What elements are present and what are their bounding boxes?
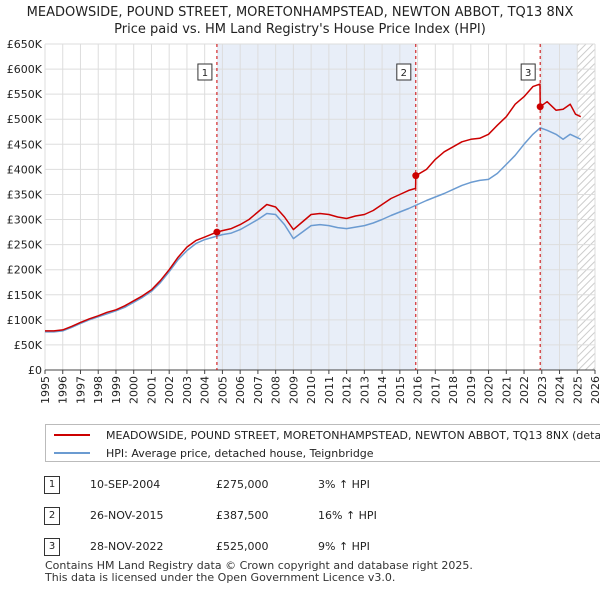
x-tick-label: 1996 bbox=[57, 376, 70, 404]
hpi-line bbox=[45, 127, 582, 333]
legend-item-property: MEADOWSIDE, POUND STREET, MORETONHAMPSTE… bbox=[54, 427, 600, 443]
x-tick-label: 2021 bbox=[500, 376, 513, 404]
x-tick-label: 2008 bbox=[270, 376, 283, 404]
forecast-hatch bbox=[577, 44, 595, 370]
legend-label-hpi: HPI: Average price, detached house, Teig… bbox=[106, 446, 374, 460]
x-tick-label: 2010 bbox=[305, 376, 318, 404]
x-tick-label: 1999 bbox=[110, 376, 123, 404]
transaction-hpi-change: 16% ↑ HPI bbox=[318, 509, 377, 522]
x-tick-label: 1997 bbox=[74, 376, 87, 404]
x-tick-label: 2024 bbox=[554, 376, 567, 404]
x-tick-label: 2023 bbox=[536, 376, 549, 404]
x-tick-label: 2009 bbox=[287, 376, 300, 404]
y-tick-label: £250K bbox=[7, 239, 43, 252]
x-tick-label: 2004 bbox=[199, 376, 212, 404]
y-tick-label: £500K bbox=[7, 113, 43, 126]
x-tick-label: 2017 bbox=[429, 376, 442, 404]
sale-label-number: 1 bbox=[202, 68, 208, 79]
x-tick-label: 2015 bbox=[394, 376, 407, 404]
x-tick-label: 2011 bbox=[323, 376, 336, 404]
x-tick-label: 2005 bbox=[216, 376, 229, 404]
x-tick-label: 2016 bbox=[412, 376, 425, 404]
x-tick-label: 2007 bbox=[252, 376, 265, 404]
sale-label-number: 3 bbox=[525, 68, 531, 79]
x-tick-label: 2006 bbox=[234, 376, 247, 404]
x-tick-label: 2001 bbox=[145, 376, 158, 404]
transaction-row: 2 26-NOV-2015 £387,500 16% ↑ HPI bbox=[40, 507, 540, 527]
footer-attribution: Contains HM Land Registry data © Crown c… bbox=[45, 560, 473, 584]
chart-title-line2: Price paid vs. HM Land Registry's House … bbox=[114, 22, 486, 37]
x-tick-label: 2025 bbox=[571, 376, 584, 404]
x-tick-label: 1998 bbox=[92, 376, 105, 404]
chart-legend: MEADOWSIDE, POUND STREET, MORETONHAMPSTE… bbox=[45, 424, 600, 462]
x-tick-label: 2012 bbox=[341, 376, 354, 404]
footer-line-2: This data is licensed under the Open Gov… bbox=[45, 571, 396, 584]
y-tick-label: £200K bbox=[7, 264, 43, 277]
transaction-hpi-change: 9% ↑ HPI bbox=[318, 540, 370, 553]
y-tick-label: £550K bbox=[7, 88, 43, 101]
x-tick-label: 2019 bbox=[465, 376, 478, 404]
property-price-line bbox=[45, 83, 582, 332]
x-tick-label: 2026 bbox=[589, 376, 600, 404]
transaction-number-badge: 1 bbox=[44, 476, 60, 494]
transaction-date: 28-NOV-2022 bbox=[90, 540, 164, 553]
y-tick-label: £300K bbox=[7, 214, 43, 227]
price-chart: £0 £50K £100K £150K £200K £250K £300K £350K £400… bbox=[7, 38, 600, 404]
y-tick-label: £450K bbox=[7, 138, 43, 151]
y-tick-label: £650K bbox=[7, 38, 43, 51]
transaction-date: 10-SEP-2004 bbox=[90, 478, 161, 491]
x-tick-label: 2020 bbox=[483, 376, 496, 404]
transaction-date: 26-NOV-2015 bbox=[90, 509, 164, 522]
sale-point bbox=[536, 103, 544, 111]
transaction-price: £387,500 bbox=[216, 509, 269, 522]
transaction-row: 1 10-SEP-2004 £275,000 3% ↑ HPI bbox=[40, 476, 540, 496]
sale-point bbox=[412, 172, 420, 180]
legend-label-property: MEADOWSIDE, POUND STREET, MORETONHAMPSTE… bbox=[106, 428, 600, 442]
transaction-price: £525,000 bbox=[216, 540, 269, 553]
x-tick-label: 2000 bbox=[128, 376, 141, 404]
transaction-hpi-change: 3% ↑ HPI bbox=[318, 478, 370, 491]
sale-label-number: 2 bbox=[401, 68, 407, 79]
transaction-number-badge: 2 bbox=[44, 507, 60, 525]
y-tick-label: £350K bbox=[7, 188, 43, 201]
footer-line-1: Contains HM Land Registry data © Crown c… bbox=[45, 559, 473, 572]
y-tick-label: £150K bbox=[7, 289, 43, 302]
chart-title-line1: MEADOWSIDE, POUND STREET, MORETONHAMPSTE… bbox=[26, 5, 574, 20]
ownership-band bbox=[216, 44, 416, 370]
sale-label-box bbox=[520, 63, 536, 81]
x-tick-label: 1995 bbox=[39, 376, 52, 404]
legend-swatch-property bbox=[54, 434, 90, 436]
transaction-price: £275,000 bbox=[216, 478, 269, 491]
x-tick-label: 2003 bbox=[181, 376, 194, 404]
y-tick-label: £600K bbox=[7, 63, 43, 76]
x-tick-label: 2002 bbox=[163, 376, 176, 404]
x-tick-label: 2013 bbox=[358, 376, 371, 404]
y-tick-label: £400K bbox=[7, 163, 43, 176]
x-tick-label: 2018 bbox=[447, 376, 460, 404]
legend-swatch-hpi bbox=[54, 452, 90, 454]
y-tick-label: £0 bbox=[28, 364, 42, 377]
x-tick-label: 2014 bbox=[376, 376, 389, 404]
sale-point bbox=[213, 228, 221, 236]
sale-label-box bbox=[197, 63, 213, 81]
legend-item-hpi: HPI: Average price, detached house, Teig… bbox=[54, 445, 374, 461]
x-tick-label: 2022 bbox=[518, 376, 531, 404]
transaction-number-badge: 3 bbox=[44, 538, 60, 556]
y-tick-label: £100K bbox=[7, 314, 43, 327]
sale-label-box bbox=[396, 63, 412, 81]
transaction-row: 3 28-NOV-2022 £525,000 9% ↑ HPI bbox=[40, 538, 540, 558]
y-tick-label: £50K bbox=[14, 339, 43, 352]
